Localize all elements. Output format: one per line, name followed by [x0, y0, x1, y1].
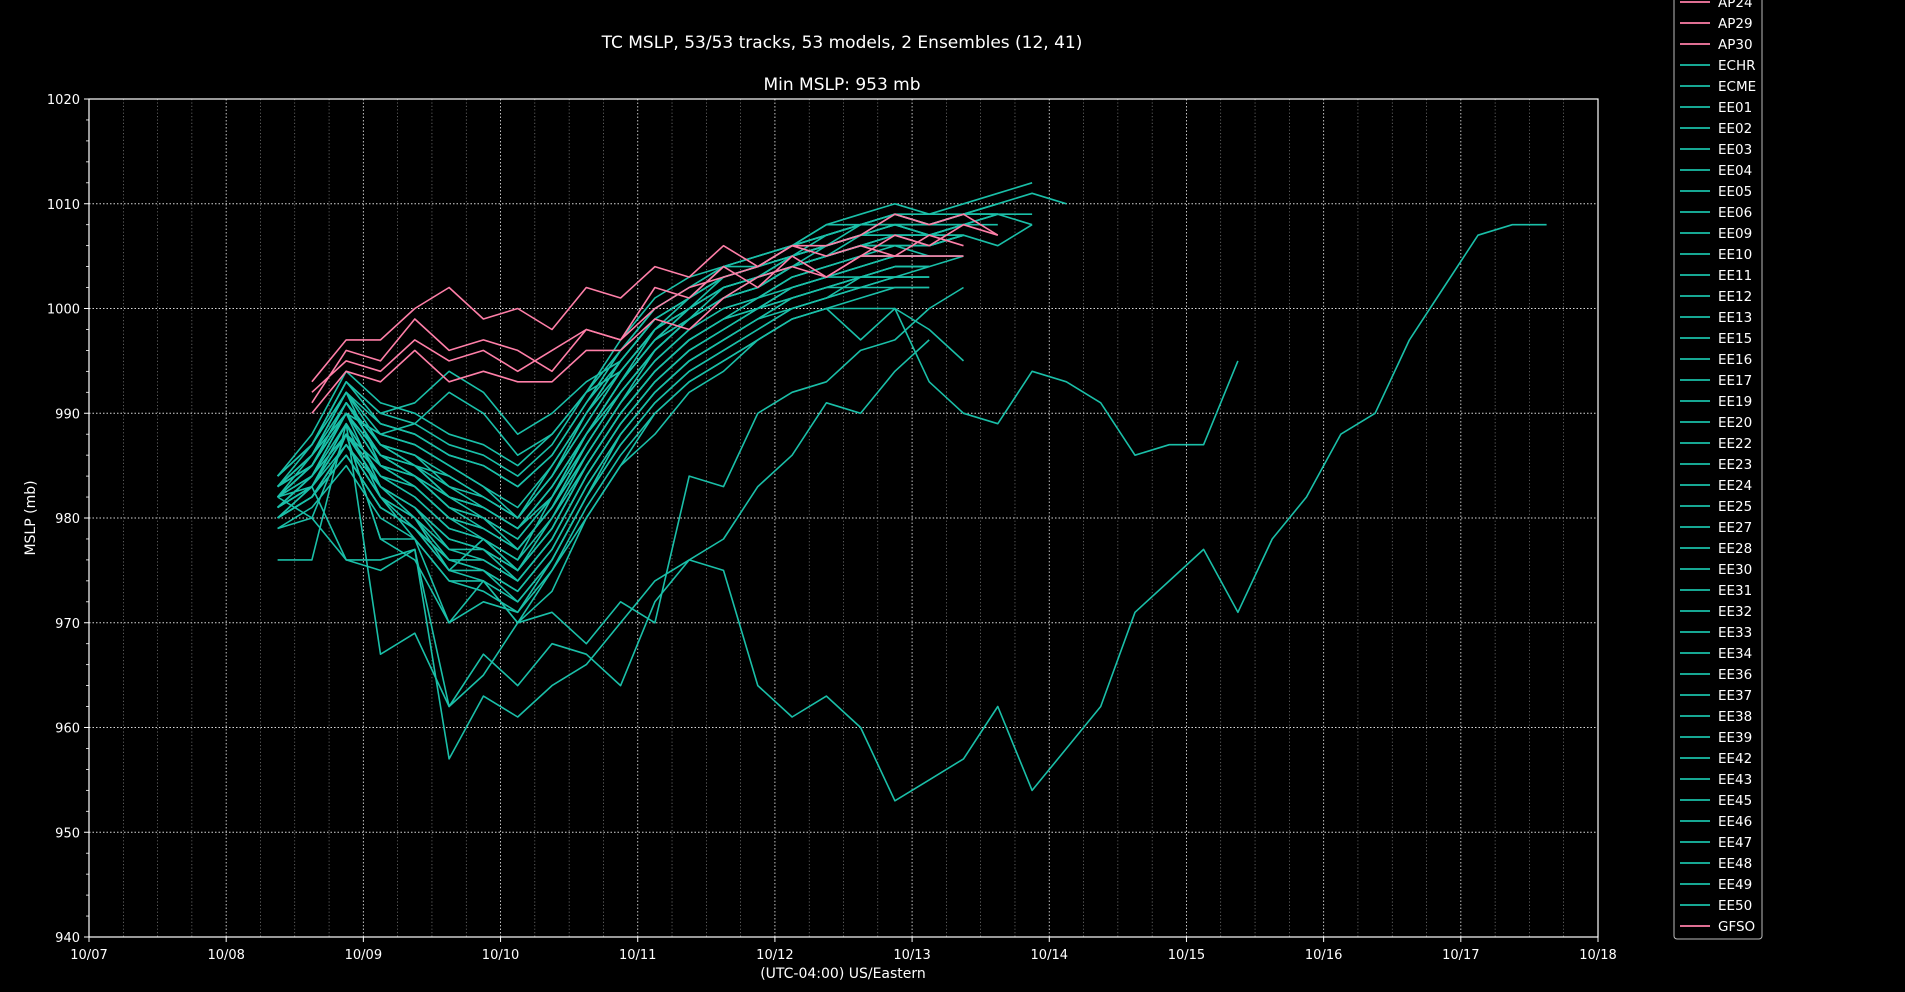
legend-label: AP30 — [1718, 37, 1753, 53]
legend-label: EE39 — [1718, 730, 1752, 746]
legend-label: EE15 — [1718, 331, 1752, 347]
x-tick-label: 10/12 — [756, 948, 793, 963]
legend-label: EE13 — [1718, 310, 1752, 326]
legend-label: EE16 — [1718, 352, 1752, 368]
legend-label: EE43 — [1718, 772, 1752, 788]
x-tick-label: 10/09 — [345, 948, 382, 963]
legend-label: EE32 — [1718, 604, 1752, 620]
x-tick-label: 10/16 — [1305, 948, 1342, 963]
series-line-ee09 — [277, 307, 965, 624]
plot-series — [276, 182, 1547, 802]
x-tick-label: 10/10 — [482, 948, 519, 963]
x-tick-label: 10/15 — [1168, 948, 1205, 963]
legend-label: EE25 — [1718, 499, 1752, 515]
x-tick-label: 10/17 — [1442, 948, 1479, 963]
series-line-ee30 — [277, 223, 964, 530]
legend-label: EE24 — [1718, 478, 1752, 494]
legend-label: EE23 — [1718, 457, 1752, 473]
y-tick-label: 1010 — [47, 198, 80, 213]
y-tick-label: 960 — [55, 722, 80, 737]
chart-title: TC MSLP, 53/53 tracks, 53 models, 2 Ense… — [601, 33, 1083, 53]
x-tick-label: 10/14 — [1031, 948, 1068, 963]
series-line-ee01 — [277, 339, 930, 708]
legend-label: ECHR — [1718, 58, 1756, 74]
legend-label: EE17 — [1718, 373, 1752, 389]
axes: 10/07 10/08 10/09 10/10 10/11 10/12 10/13 10/14… — [47, 93, 1617, 963]
series-line-ee23 — [277, 286, 930, 614]
legend-label: EE10 — [1718, 247, 1752, 263]
series-line-ap24 — [311, 213, 999, 383]
series-line-ee48 — [277, 213, 999, 509]
legend-label: EE19 — [1718, 394, 1752, 410]
legend-label: EE33 — [1718, 625, 1752, 641]
x-tick-label: 10/13 — [893, 948, 930, 963]
legend-label: EE31 — [1718, 583, 1752, 599]
legend-label: EE50 — [1718, 898, 1752, 914]
series-line-ap30 — [311, 234, 964, 393]
legend-label: EE36 — [1718, 667, 1752, 683]
legend-label: GFSO — [1718, 919, 1755, 935]
legend-label: EE45 — [1718, 793, 1752, 809]
x-tick-label: 10/08 — [207, 948, 244, 963]
x-axis-label: (UTC-04:00) US/Eastern — [760, 966, 926, 982]
legend-label: AP24 — [1718, 0, 1753, 11]
series-line-gfso — [311, 255, 964, 414]
y-tick-label: 980 — [55, 512, 80, 527]
legend-label: EE20 — [1718, 415, 1752, 431]
y-tick-label: 940 — [55, 931, 80, 946]
y-tick-label: 1020 — [47, 93, 80, 108]
series-line-ee11 — [277, 255, 964, 624]
legend-label: EE30 — [1718, 562, 1752, 578]
legend-label: EE49 — [1718, 877, 1752, 893]
legend-label: EE03 — [1718, 142, 1752, 158]
legend-label: AP29 — [1718, 16, 1753, 32]
x-tick-label: 10/18 — [1579, 948, 1616, 963]
series-line-ee49 — [277, 255, 930, 551]
x-tick-label: 10/07 — [70, 948, 107, 963]
legend-label: ECME — [1718, 79, 1756, 95]
legend-label: EE09 — [1718, 226, 1752, 242]
legend: AP24 AP29 AP30 ECHR ECME EE01 EE02 EE03 EE04 EE05… — [1673, 0, 1763, 940]
series-line-ap29 — [311, 223, 999, 404]
series-line-ee19 — [277, 234, 964, 540]
series-line-ee45 — [277, 255, 930, 561]
x-tick-label: 10/11 — [619, 948, 656, 963]
legend-label: EE12 — [1718, 289, 1752, 305]
y-tick-label: 1000 — [47, 303, 80, 318]
legend-box — [1673, 0, 1763, 940]
legend-label: EE11 — [1718, 268, 1752, 284]
y-tick-label: 990 — [55, 407, 80, 422]
legend-label: EE04 — [1718, 163, 1752, 179]
y-tick-label: 950 — [55, 826, 80, 841]
series-line-ee04 — [277, 286, 964, 708]
chart-subtitle: Min MSLP: 953 mb — [763, 75, 920, 95]
legend-label: EE28 — [1718, 541, 1752, 557]
legend-label: EE01 — [1718, 100, 1752, 116]
legend-label: EE42 — [1718, 751, 1752, 767]
legend-label: EE05 — [1718, 184, 1752, 200]
legend-label: EE22 — [1718, 436, 1752, 452]
series-line-ee33 — [277, 234, 964, 540]
y-tick-label: 970 — [55, 617, 80, 632]
legend-label: EE34 — [1718, 646, 1752, 662]
legend-label: EE46 — [1718, 814, 1752, 830]
legend-label: EE48 — [1718, 856, 1752, 872]
legend-label: EE06 — [1718, 205, 1752, 221]
legend-label: EE38 — [1718, 709, 1752, 725]
series-line-ee32 — [276, 203, 999, 477]
legend-label: EE27 — [1718, 520, 1752, 536]
series-line-ee03 — [277, 223, 1547, 802]
legend-label: EE02 — [1718, 121, 1752, 137]
legend-label: EE47 — [1718, 835, 1752, 851]
legend-label: EE37 — [1718, 688, 1752, 704]
y-axis-label: MSLP (mb) — [23, 480, 39, 555]
series-line-ee47 — [277, 265, 930, 582]
grid-lines — [89, 99, 1598, 937]
